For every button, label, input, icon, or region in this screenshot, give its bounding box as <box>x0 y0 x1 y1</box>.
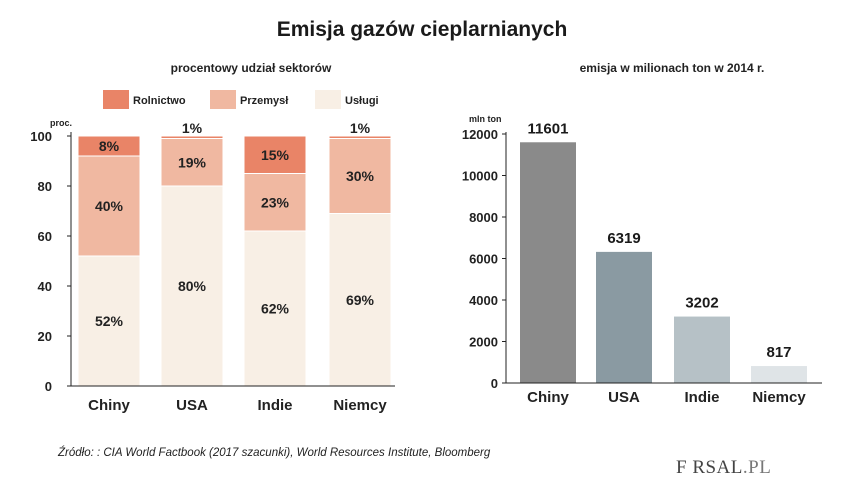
stacked-segment <box>77 135 141 157</box>
stacked-segment <box>243 173 307 232</box>
segment-label: 8% <box>99 138 120 154</box>
left-x-tick: Chiny <box>88 397 130 414</box>
page-title: Emisja gazów cieplarnianych <box>276 18 568 41</box>
segment-label: 52% <box>95 313 124 329</box>
right-x-tick: Chiny <box>527 389 569 406</box>
right-y-axis-unit: mln ton <box>469 114 502 124</box>
emission-bar <box>751 366 807 383</box>
right-y-tick: 0 <box>491 376 498 391</box>
right-y-tick: 6000 <box>469 252 498 267</box>
left-y-tick: 80 <box>38 179 52 194</box>
emission-bar <box>596 251 652 383</box>
legend-swatch-1 <box>210 90 236 109</box>
right-x-tick: USA <box>608 389 640 406</box>
emission-bar <box>674 316 730 383</box>
right-y-tick: 10000 <box>462 169 498 184</box>
bar-value-label: 6319 <box>607 230 640 247</box>
left-y-axis-unit: proc. <box>50 118 72 128</box>
stacked-segment <box>328 135 392 139</box>
logo-suffix-text: .PL <box>742 457 772 478</box>
legend-label-1: Przemysł <box>240 95 288 107</box>
stacked-segment <box>77 155 141 257</box>
emission-bar <box>520 142 576 383</box>
right-y-tick: 8000 <box>469 210 498 225</box>
legend-label-2: Usługi <box>345 95 379 107</box>
logo-main-text: F RSAL <box>676 457 743 478</box>
segment-label: 80% <box>178 278 207 294</box>
left-x-tick: Indie <box>257 397 292 414</box>
legend-swatch-0 <box>103 90 129 109</box>
bar-value-label: 817 <box>766 344 791 361</box>
left-x-tick: USA <box>176 397 208 414</box>
left-y-tick: 40 <box>38 279 52 294</box>
segment-label: 62% <box>261 301 290 317</box>
segment-label: 19% <box>178 154 207 170</box>
segment-label: 15% <box>261 147 290 163</box>
source-note: Źródło: : CIA World Factbook (2017 szacu… <box>58 447 491 459</box>
left-y-tick: 100 <box>30 129 52 144</box>
segment-label: 69% <box>346 292 375 308</box>
right-x-tick: Niemcy <box>752 389 806 406</box>
bar-value-label: 11601 <box>528 120 569 137</box>
right-y-tick: 4000 <box>469 293 498 308</box>
right-y-tick: 2000 <box>469 335 498 350</box>
legend-swatch-2 <box>315 90 341 109</box>
left-y-tick: 60 <box>38 229 52 244</box>
right-x-tick: Indie <box>684 389 719 406</box>
left-y-tick: 20 <box>38 329 52 344</box>
segment-label: 23% <box>261 194 290 210</box>
stacked-segment <box>160 135 224 139</box>
right-y-tick: 12000 <box>462 127 498 142</box>
left-chart-subtitle: procentowy udział sektorów <box>171 61 332 75</box>
left-y-tick: 0 <box>45 379 52 394</box>
segment-label: 1% <box>350 120 371 136</box>
right-chart-subtitle: emisja w milionach ton w 2014 r. <box>580 61 765 75</box>
segment-label: 30% <box>346 168 375 184</box>
segment-label: 40% <box>95 198 124 214</box>
bar-value-label: 3202 <box>685 295 718 312</box>
forsal-logo: F RSAL.PL <box>676 457 771 479</box>
stacked-segment <box>77 255 141 387</box>
legend-label-0: Rolnictwo <box>133 95 186 107</box>
left-x-tick: Niemcy <box>333 397 387 414</box>
stacked-segment <box>328 138 392 214</box>
stacked-segment <box>243 135 307 174</box>
segment-label: 1% <box>182 120 203 136</box>
